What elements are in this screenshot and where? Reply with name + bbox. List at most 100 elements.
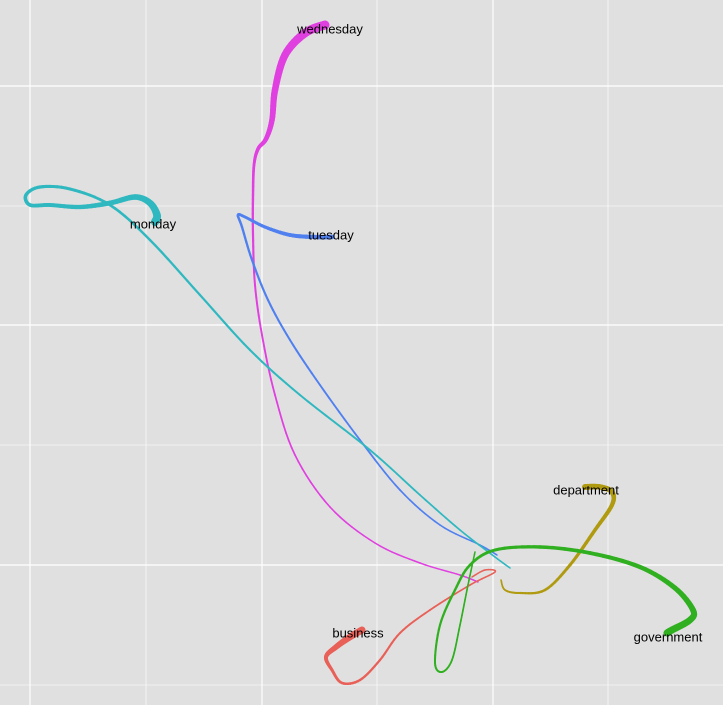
series-wednesday-segment xyxy=(259,327,263,336)
series-wednesday-segment xyxy=(285,432,290,442)
series-wednesday-segment xyxy=(257,314,261,323)
series-business-segment xyxy=(454,589,462,595)
series-wednesday-segment xyxy=(379,545,388,551)
series-business-segment xyxy=(433,602,441,608)
label-business: business xyxy=(332,625,384,640)
series-wednesday-segment xyxy=(297,461,304,470)
series-wednesday-segment xyxy=(268,371,273,381)
series-tuesday-segment xyxy=(323,390,331,400)
series-monday-segment xyxy=(315,407,327,417)
series-wednesday-segment xyxy=(424,564,432,568)
series-monday-segment xyxy=(419,494,427,501)
series-wednesday-segment xyxy=(261,334,265,343)
series-wednesday-segment xyxy=(254,290,258,299)
series-monday-segment xyxy=(376,455,386,464)
series-monday-segment xyxy=(383,461,392,469)
series-monday-segment xyxy=(459,529,466,535)
series-tuesday-segment xyxy=(404,494,411,502)
series-wednesday-segment xyxy=(254,284,257,293)
series-wednesday-segment xyxy=(319,494,326,503)
series-government-segment xyxy=(460,614,463,622)
series-tuesday-segment xyxy=(414,504,421,511)
series-monday-segment xyxy=(454,525,461,531)
series-wednesday-segment xyxy=(391,551,399,556)
series-wednesday-segment xyxy=(450,571,457,575)
series-wednesday-segment xyxy=(274,394,278,404)
series-wednesday-segment xyxy=(440,569,448,572)
series-monday-segment xyxy=(449,521,457,527)
series-tuesday-segment xyxy=(338,411,346,421)
series-tuesday-segment xyxy=(302,360,309,369)
series-tuesday-segment xyxy=(389,477,396,486)
series-tuesday-segment xyxy=(394,483,401,491)
series-government-segment xyxy=(469,569,472,577)
series-group xyxy=(23,20,698,686)
series-monday-segment xyxy=(444,517,452,523)
series-monday-segment xyxy=(291,387,302,397)
series-tuesday-segment xyxy=(374,458,381,468)
series-wednesday-segment xyxy=(374,542,382,548)
series-monday-segment xyxy=(143,233,152,242)
series-monday-segment xyxy=(160,251,170,261)
label-department: department xyxy=(553,482,619,497)
series-tuesday-segment xyxy=(310,371,317,380)
series-monday-segment xyxy=(236,335,245,345)
label-government: government xyxy=(634,629,703,644)
series-monday-segment xyxy=(473,540,480,546)
series-monday-segment xyxy=(407,483,416,491)
series-monday-segment xyxy=(217,314,227,325)
series-monday-segment xyxy=(334,421,346,431)
series-monday-segment xyxy=(272,371,281,379)
series-wednesday-segment xyxy=(339,516,347,524)
series-wednesday-segment xyxy=(301,468,308,477)
series-wednesday-segment xyxy=(272,386,276,396)
series-wednesday-segment xyxy=(253,277,257,287)
series-monday-segment xyxy=(255,355,264,363)
series-tuesday-segment xyxy=(434,520,441,526)
series-tuesday-segment xyxy=(409,499,416,506)
series-monday-segment xyxy=(424,499,432,506)
series-monday-segment xyxy=(389,467,398,475)
label-wednesday: wednesday xyxy=(296,21,363,36)
series-tuesday-segment xyxy=(354,432,361,441)
series-tuesday-segment xyxy=(449,530,457,535)
series-monday-segment xyxy=(395,472,404,481)
series-tuesday xyxy=(236,213,498,556)
series-monday-segment xyxy=(306,400,318,410)
series-wednesday-segment xyxy=(402,556,410,560)
series-tuesday-segment xyxy=(424,512,431,519)
series-tuesday-segment xyxy=(285,333,292,342)
series-wednesday-segment xyxy=(265,355,269,366)
series-wednesday-segment xyxy=(430,565,438,570)
series-tuesday-segment xyxy=(328,397,336,407)
series-wednesday-segment xyxy=(263,348,268,358)
series-monday-segment xyxy=(266,366,275,374)
series-monday-segment xyxy=(260,360,269,369)
series-wednesday-segment xyxy=(345,521,353,528)
series-monday xyxy=(23,184,511,569)
series-monday-segment xyxy=(230,329,239,339)
series-tuesday-segment xyxy=(292,344,298,352)
series-monday-segment xyxy=(186,279,195,290)
series-wednesday-segment xyxy=(419,562,427,566)
series-tuesday-segment xyxy=(319,384,326,393)
series-wednesday xyxy=(251,20,479,583)
series-wednesday-segment xyxy=(334,511,342,519)
series-tuesday-segment xyxy=(429,516,436,523)
series-government-segment xyxy=(470,565,473,572)
series-monday-segment xyxy=(278,376,288,385)
series-monday-segment xyxy=(242,342,252,352)
series-tuesday-segment xyxy=(314,377,321,386)
series-monday-segment xyxy=(166,258,176,268)
series-tuesday-segment xyxy=(399,489,406,497)
series-monday-segment xyxy=(478,544,485,550)
series-monday-segment xyxy=(205,300,214,311)
series-wednesday-segment xyxy=(435,567,443,571)
series-tuesday-segment xyxy=(333,404,341,414)
series-wednesday-segment xyxy=(356,530,365,537)
series-monday-segment xyxy=(440,512,447,519)
series-monday-segment xyxy=(352,435,364,445)
series-monday-segment xyxy=(361,442,371,451)
